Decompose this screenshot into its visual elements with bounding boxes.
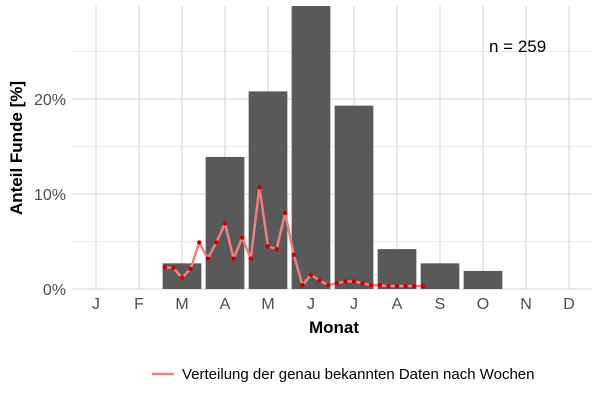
week-point-1 <box>162 264 167 270</box>
week-point-21 <box>334 281 339 286</box>
x-tick-label: F <box>134 296 144 313</box>
week-point-29 <box>403 283 408 289</box>
bar-o-10 <box>463 270 503 289</box>
week-point-16 <box>291 252 296 257</box>
week-point-3 <box>179 275 185 280</box>
week-point-2 <box>171 265 176 271</box>
bar-j-7 <box>334 105 374 290</box>
x-tick-label: M <box>175 296 188 313</box>
y-tick-label: 0% <box>43 282 66 299</box>
x-axis-title: Monat <box>309 318 359 337</box>
week-line-series <box>162 185 425 289</box>
week-point-25 <box>369 283 374 288</box>
x-tick-label: J <box>92 296 100 313</box>
x-tick-label: J <box>350 296 358 313</box>
week-point-26 <box>377 283 382 288</box>
week-point-6 <box>205 256 210 261</box>
week-point-27 <box>386 283 391 289</box>
week-point-11 <box>248 256 253 261</box>
week-point-22 <box>343 279 348 284</box>
week-point-12 <box>257 185 262 190</box>
sample-size-annotation: n = 259 <box>489 37 546 56</box>
x-tick-label: N <box>520 296 532 313</box>
week-point-10 <box>240 235 245 240</box>
bar-s-9 <box>420 263 460 289</box>
week-point-17 <box>300 283 305 288</box>
legend: Verteilung der genau bekannten Daten nac… <box>152 366 535 383</box>
week-point-19 <box>317 278 322 283</box>
y-tick-label: 20% <box>34 92 66 109</box>
week-point-15 <box>283 210 288 216</box>
bar-j-6 <box>291 6 331 289</box>
bar-m-5 <box>248 91 288 290</box>
y-tick-labels: 0% 10% 20% <box>34 92 66 299</box>
x-tick-label: A <box>220 296 231 313</box>
week-point-30 <box>412 283 417 289</box>
x-tick-label: J <box>307 296 315 313</box>
week-point-13 <box>265 244 271 249</box>
y-axis-title: Anteil Funde [%] <box>7 81 26 215</box>
week-point-5 <box>197 240 202 245</box>
week-point-20 <box>326 283 331 288</box>
week-point-7 <box>214 240 219 245</box>
x-tick-label: D <box>563 296 575 313</box>
legend-label: Verteilung der genau bekannten Daten nac… <box>182 366 535 383</box>
week-point-18 <box>308 272 314 277</box>
week-point-28 <box>394 283 400 289</box>
x-tick-label: M <box>261 296 274 313</box>
week-point-4 <box>188 266 193 272</box>
x-tick-label: S <box>435 296 446 313</box>
bars <box>162 6 503 290</box>
week-point-9 <box>231 256 236 261</box>
week-point-8 <box>222 221 228 226</box>
week-point-31 <box>420 283 425 289</box>
week-point-23 <box>351 279 357 284</box>
x-tick-label: A <box>392 296 403 313</box>
x-tick-label: O <box>477 296 489 313</box>
y-tick-label: 10% <box>34 187 66 204</box>
week-point-14 <box>274 246 279 252</box>
week-point-24 <box>360 281 365 286</box>
bar-a-8 <box>377 249 417 289</box>
